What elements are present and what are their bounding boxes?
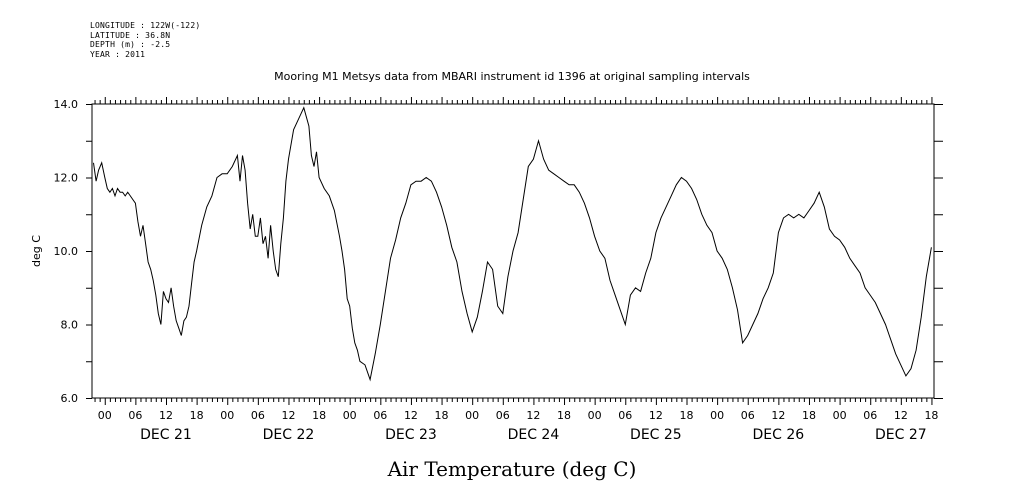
latitude-label: LATITUDE : 36.8N bbox=[90, 30, 171, 40]
axis-labels: 00 06 12 18 00 06 12 18 00 06 12 18 00 06 12 18 00 06 12 18… bbox=[54, 98, 939, 443]
x-tick-label: 06 bbox=[128, 409, 142, 422]
air-temperature-series-line bbox=[93, 106, 932, 382]
x-tick-label: 06 bbox=[496, 409, 510, 422]
x-day-label: DEC 24 bbox=[508, 427, 560, 443]
y-axis-label: deg C bbox=[30, 235, 43, 267]
x-tick-label: 18 bbox=[190, 409, 204, 422]
y-tick-label: 8.0 bbox=[61, 319, 79, 332]
x-tick-label: 18 bbox=[680, 409, 694, 422]
x-tick-label: 18 bbox=[802, 409, 816, 422]
x-tick-label: 00 bbox=[465, 409, 479, 422]
x-axis-title: Air Temperature (deg C) bbox=[387, 457, 637, 481]
x-tick-label: 12 bbox=[649, 409, 663, 422]
x-tick-label: 06 bbox=[373, 409, 387, 422]
x-tick-label: 18 bbox=[924, 409, 938, 422]
x-day-label: DEC 23 bbox=[385, 427, 437, 443]
x-day-label: DEC 21 bbox=[140, 427, 192, 443]
x-tick-label: 00 bbox=[220, 409, 234, 422]
x-tick-label: 00 bbox=[343, 409, 357, 422]
x-tick-label: 12 bbox=[404, 409, 418, 422]
x-tick-label: 18 bbox=[435, 409, 449, 422]
x-tick-label: 18 bbox=[557, 409, 571, 422]
chart-title: Mooring M1 Metsys data from MBARI instru… bbox=[274, 70, 750, 83]
x-tick-label: 06 bbox=[251, 409, 265, 422]
x-day-label: DEC 25 bbox=[630, 427, 682, 443]
x-tick-label: 18 bbox=[312, 409, 326, 422]
x-tick-label: 06 bbox=[741, 409, 755, 422]
x-tick-label: 06 bbox=[863, 409, 877, 422]
x-day-label: DEC 27 bbox=[875, 427, 927, 443]
x-tick-label: 12 bbox=[159, 409, 173, 422]
x-tick-label: 00 bbox=[833, 409, 847, 422]
x-tick-label: 12 bbox=[281, 409, 295, 422]
y-tick-label: 10.0 bbox=[54, 245, 79, 258]
x-tick-label: 12 bbox=[526, 409, 540, 422]
y-tick-label: 12.0 bbox=[54, 172, 79, 185]
x-day-label: DEC 22 bbox=[263, 427, 315, 443]
x-tick-label: 00 bbox=[588, 409, 602, 422]
year-label: YEAR : 2011 bbox=[90, 49, 146, 59]
longitude-label: LONGITUDE : 122W(-122) bbox=[90, 21, 201, 30]
x-tick-label: 00 bbox=[98, 409, 112, 422]
x-tick-label: 00 bbox=[710, 409, 724, 422]
x-tick-label: 12 bbox=[771, 409, 785, 422]
y-tick-label: 14.0 bbox=[54, 98, 79, 111]
station-metadata: LONGITUDE : 122W(-122) LATITUDE : 36.8N … bbox=[90, 21, 200, 59]
axis-ticks bbox=[86, 97, 943, 405]
x-day-label: DEC 26 bbox=[753, 427, 805, 443]
x-tick-label: 12 bbox=[894, 409, 908, 422]
depth-label: DEPTH (m) : -2.5 bbox=[90, 40, 171, 49]
x-tick-label: 06 bbox=[618, 409, 632, 422]
y-tick-label: 6.0 bbox=[61, 392, 79, 405]
